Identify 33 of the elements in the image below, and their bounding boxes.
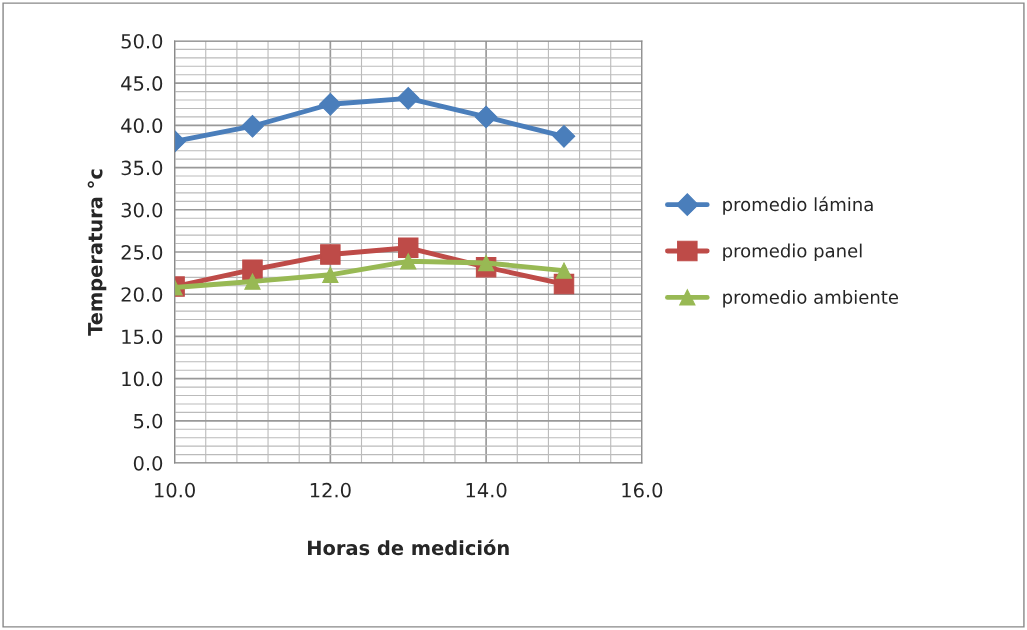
y-tick-label: 25.0 bbox=[121, 244, 163, 260]
y-tick-label: 0.0 bbox=[133, 456, 163, 471]
y-tick-label: 45.0 bbox=[121, 76, 163, 91]
y-tick-label: 50.0 bbox=[121, 33, 163, 49]
legend-label: promedio lámina bbox=[723, 196, 873, 215]
y-tick-label: 15.0 bbox=[122, 329, 163, 345]
x-tick-label: 14.0 bbox=[466, 482, 507, 498]
legend-label: promedio ambiente bbox=[723, 289, 899, 308]
point bbox=[396, 87, 420, 110]
point bbox=[400, 253, 417, 270]
x-tick-label: 16.0 bbox=[622, 482, 663, 498]
x-tick-label: 10.0 bbox=[155, 482, 195, 498]
legend-label: promedio panel bbox=[723, 243, 862, 262]
y-tick-label: 5.0 bbox=[134, 413, 163, 429]
point bbox=[244, 273, 261, 290]
point bbox=[555, 262, 573, 279]
point bbox=[474, 105, 498, 129]
point bbox=[242, 259, 263, 280]
y-tick-label: 30.0 bbox=[121, 202, 163, 218]
point bbox=[477, 254, 495, 272]
y-tick-label: 35.0 bbox=[121, 160, 163, 176]
y-tick-label: 20.0 bbox=[121, 287, 163, 302]
point bbox=[241, 114, 264, 138]
point bbox=[319, 92, 342, 116]
point bbox=[320, 244, 341, 265]
point bbox=[552, 125, 576, 148]
y-tick-label: 40.0 bbox=[121, 118, 163, 134]
x-tick-label: 12.0 bbox=[310, 482, 351, 498]
y-tick-label: 10.0 bbox=[122, 371, 163, 387]
x-axis-title: Horas de medición bbox=[308, 539, 509, 556]
point bbox=[397, 237, 419, 259]
y-axis-title: Temperatura °c bbox=[87, 169, 107, 336]
point bbox=[322, 266, 339, 283]
